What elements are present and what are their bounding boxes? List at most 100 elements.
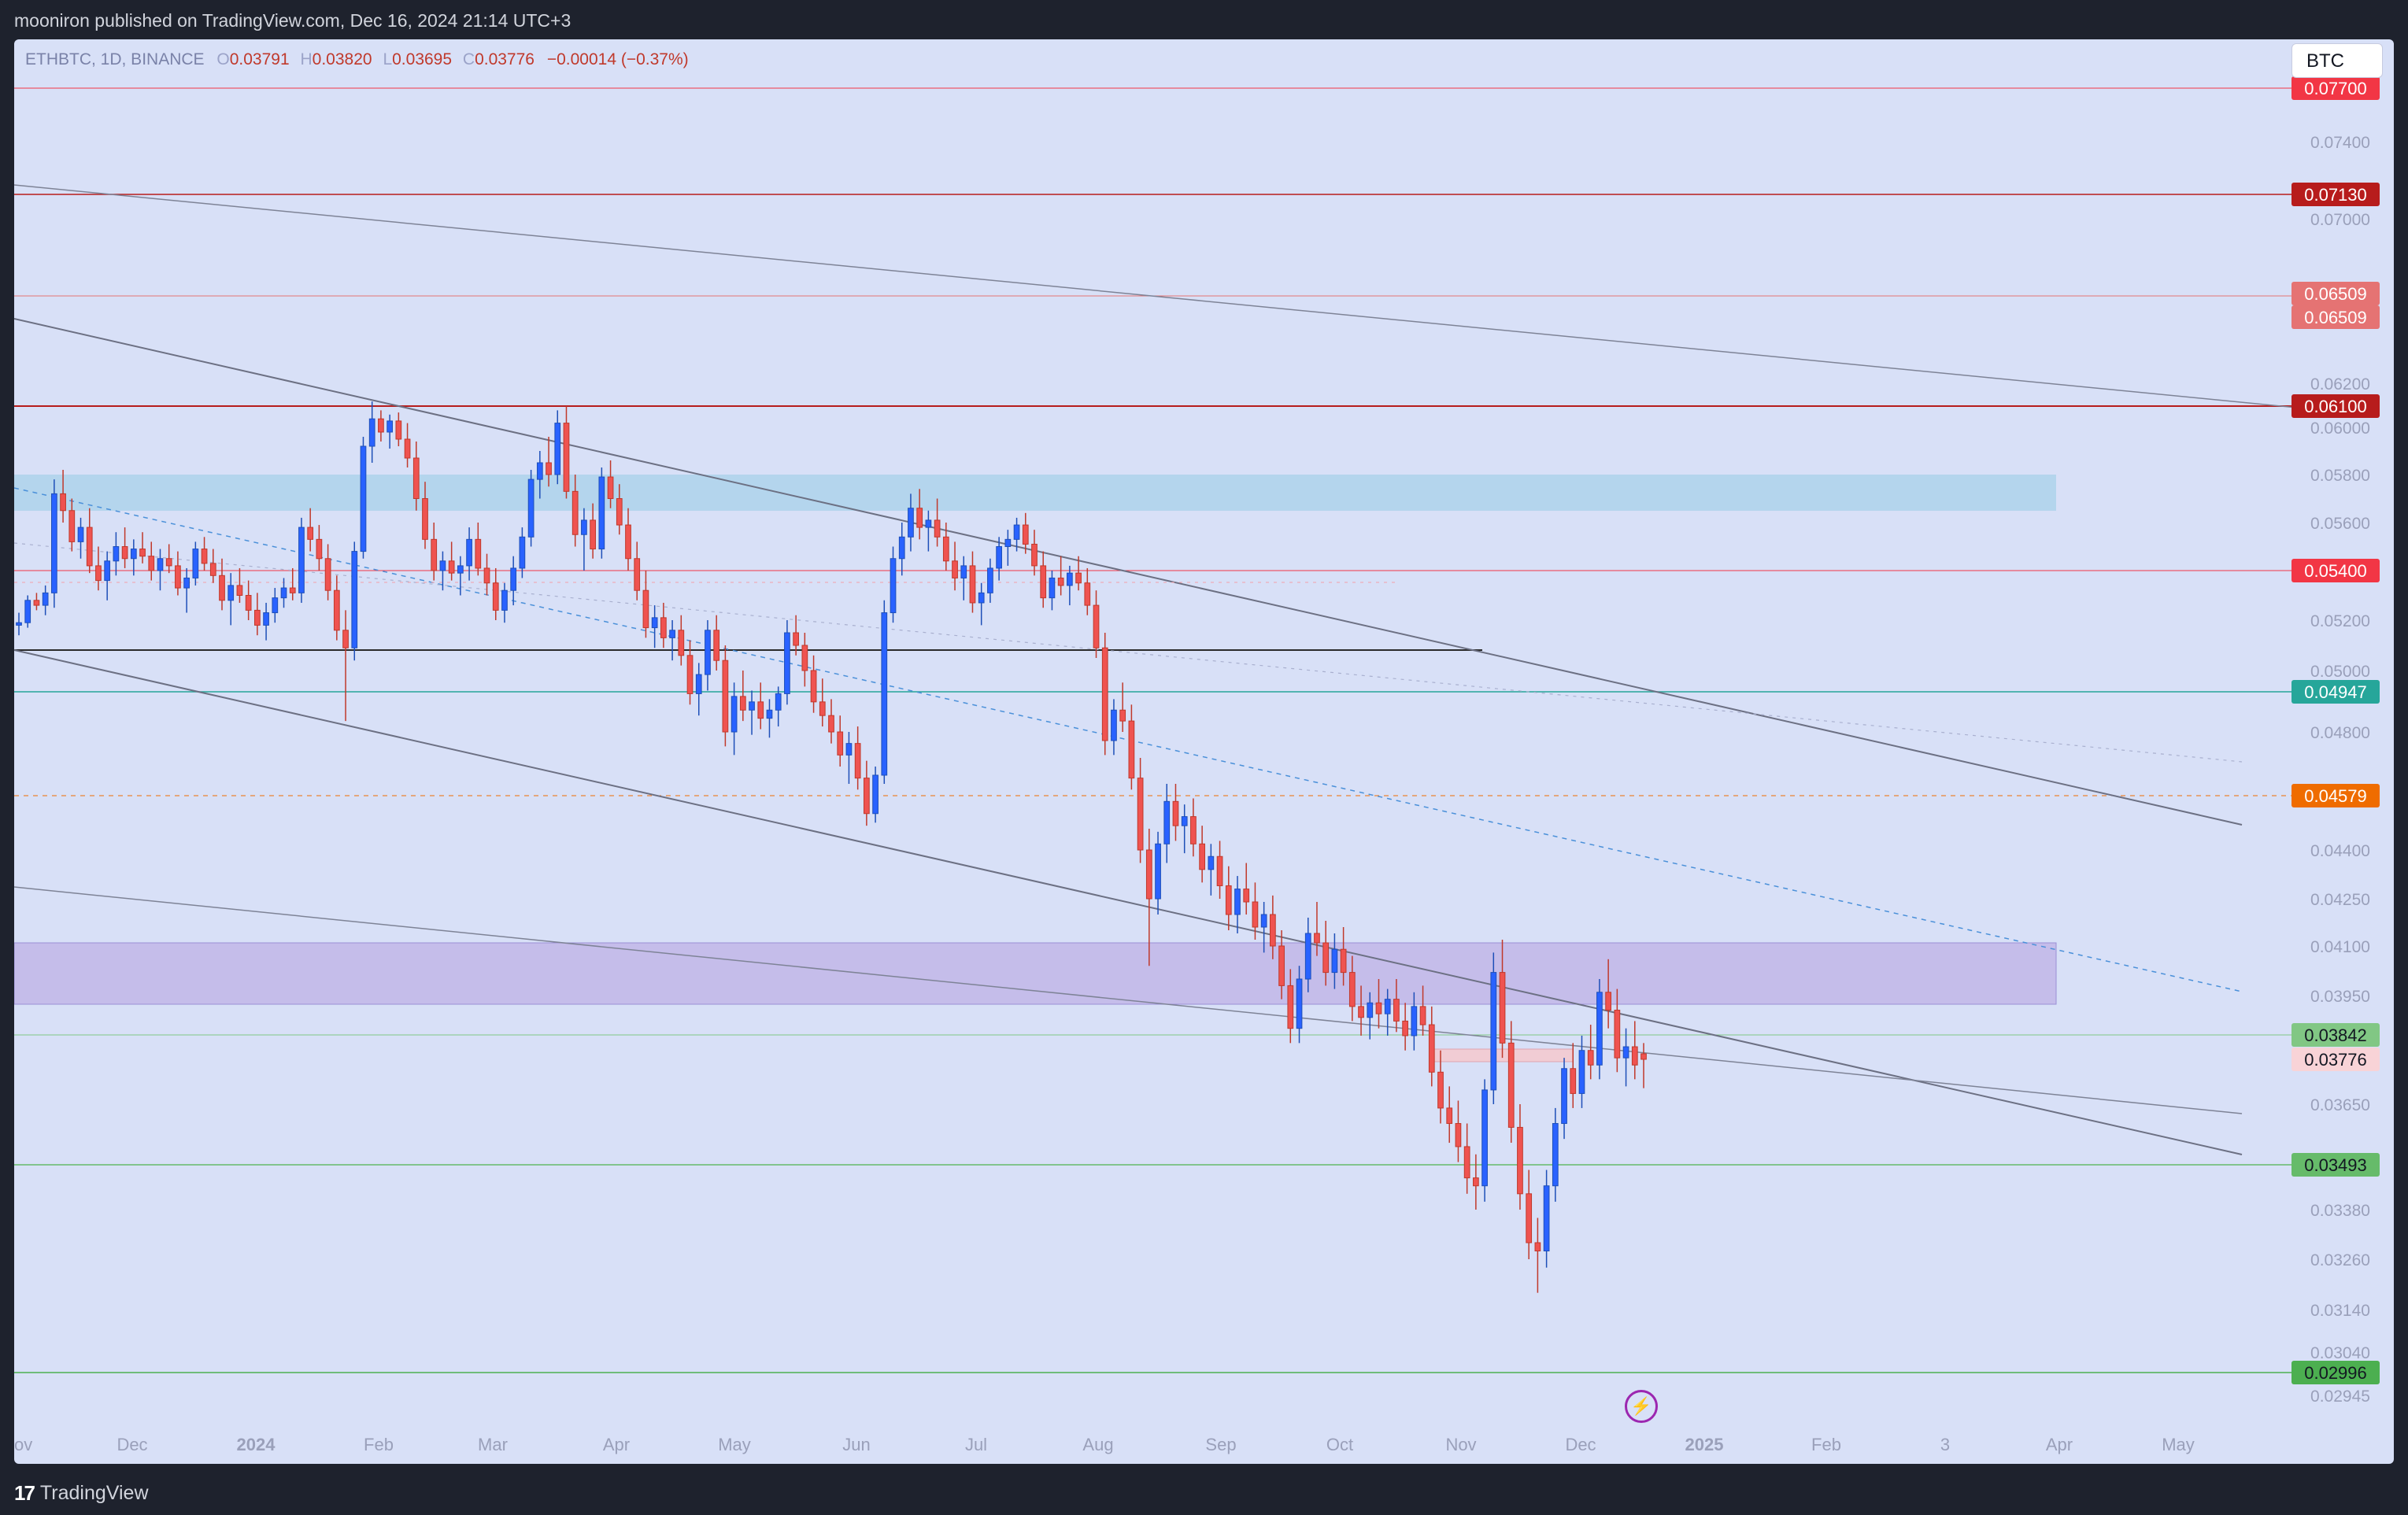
candle-body xyxy=(316,538,323,560)
candle-body xyxy=(254,609,261,626)
candle-body xyxy=(1322,942,1330,974)
candle-body xyxy=(1578,1050,1585,1094)
candle-body xyxy=(1331,948,1338,974)
candle-body xyxy=(209,563,216,576)
candle-body xyxy=(431,538,438,571)
candle-body xyxy=(590,519,596,550)
candle-body xyxy=(1552,1123,1559,1187)
high-label: H xyxy=(300,50,313,68)
candle-body xyxy=(1040,565,1047,599)
price-tick-label: 0.03260 xyxy=(2310,1251,2370,1269)
candle-body xyxy=(422,498,428,540)
candle-body xyxy=(298,527,305,593)
candle-body xyxy=(1155,843,1161,900)
close-value: 0.03776 xyxy=(475,50,534,68)
price-tick-label: 0.05200 xyxy=(2310,612,2370,630)
high-value: 0.03820 xyxy=(312,50,372,68)
candle-body xyxy=(1481,1089,1488,1187)
candle-body xyxy=(571,490,579,535)
candle-body xyxy=(1137,778,1144,851)
candle-body xyxy=(1145,849,1152,900)
candle-body xyxy=(1057,577,1064,586)
candle-body xyxy=(1437,1071,1444,1109)
candle-body xyxy=(749,701,755,711)
candle-body xyxy=(660,617,667,638)
close-label: C xyxy=(462,50,475,68)
lightning-icon[interactable]: ⚡ xyxy=(1625,1390,1658,1423)
trendline-channel-top xyxy=(14,318,2243,826)
price-badge-label: 0.03842 xyxy=(2304,1025,2367,1045)
candle-body xyxy=(793,632,799,646)
candle-body xyxy=(1004,538,1012,547)
candle-body xyxy=(360,445,367,552)
price-tick-label: 0.03380 xyxy=(2310,1202,2370,1220)
candle-body xyxy=(1375,1002,1382,1014)
candle-body xyxy=(1225,885,1232,915)
candle-body xyxy=(996,546,1002,569)
candle-body xyxy=(854,743,861,779)
candle-body xyxy=(289,587,296,593)
candle-body xyxy=(925,519,932,528)
time-tick-label: May xyxy=(718,1435,751,1454)
price-tick-label: 0.05600 xyxy=(2310,515,2370,533)
candle-body xyxy=(705,630,711,675)
candle-body xyxy=(1587,1050,1594,1066)
candle-body xyxy=(1367,1002,1374,1018)
price-badge-label: 0.03776 xyxy=(2304,1050,2367,1070)
time-tick-label: 3 xyxy=(1940,1435,1950,1454)
candle-body xyxy=(1111,709,1117,741)
candle-body xyxy=(324,558,331,591)
candle-body xyxy=(1605,992,1611,1011)
candle-body xyxy=(1093,604,1100,648)
price-tick-label: 0.07400 xyxy=(2310,134,2370,152)
candle-body xyxy=(1419,1006,1426,1025)
candle-body xyxy=(1640,1053,1647,1060)
price-tick-label: 0.04800 xyxy=(2310,724,2370,742)
candle-body xyxy=(598,476,605,550)
candle-body xyxy=(404,438,411,459)
candle-body xyxy=(263,612,269,626)
candle-body xyxy=(475,538,482,569)
candle-body xyxy=(42,592,49,606)
candle-body xyxy=(678,630,685,656)
price-badge xyxy=(2291,559,2380,582)
time-tick-label: ov xyxy=(14,1435,32,1454)
footer: 17 TradingView xyxy=(0,1472,2408,1515)
price-chart[interactable]: 0.07400 0.07000 0.06200 0.06000 0.05800 0.056… xyxy=(14,39,2394,1464)
tradingview-logo[interactable]: 17 TradingView xyxy=(14,1472,149,1515)
candle-body xyxy=(33,600,40,606)
published-text: mooniron published on TradingView.com, D… xyxy=(14,10,571,31)
candle-body xyxy=(1526,1193,1533,1243)
candle-body xyxy=(527,479,534,538)
candle-body xyxy=(165,558,172,567)
candle-body xyxy=(1622,1046,1629,1059)
price-badge xyxy=(2291,282,2380,305)
currency-button[interactable]: BTC xyxy=(2291,43,2383,78)
candle-body xyxy=(1428,1024,1435,1073)
candle-body xyxy=(1340,948,1347,974)
candle-body xyxy=(1270,914,1276,947)
candle-body xyxy=(766,709,773,719)
time-tick-label: Dec xyxy=(1565,1435,1596,1454)
candle-body xyxy=(183,577,190,589)
candle-body xyxy=(864,778,870,815)
trendline-upper xyxy=(14,184,2298,408)
price-badge xyxy=(2291,1361,2380,1384)
candle-body xyxy=(121,546,128,560)
price-tick-label: 0.04100 xyxy=(2310,938,2370,956)
candle-body xyxy=(1013,524,1020,540)
candle-body xyxy=(554,423,561,475)
candle-body xyxy=(492,582,499,611)
time-tick-label: Jul xyxy=(965,1435,987,1454)
candle-body xyxy=(1384,999,1391,1014)
candle-body xyxy=(1172,800,1179,826)
candle-body xyxy=(1507,1042,1515,1128)
candle-body xyxy=(501,589,508,611)
price-tick-label: 0.07000 xyxy=(2310,211,2370,229)
candle-body xyxy=(378,418,384,433)
candle-body xyxy=(581,519,587,535)
time-tick-label: Feb xyxy=(1811,1435,1841,1454)
candle-body xyxy=(201,549,208,564)
candle-body xyxy=(1596,992,1603,1066)
candle-body xyxy=(1075,572,1082,584)
